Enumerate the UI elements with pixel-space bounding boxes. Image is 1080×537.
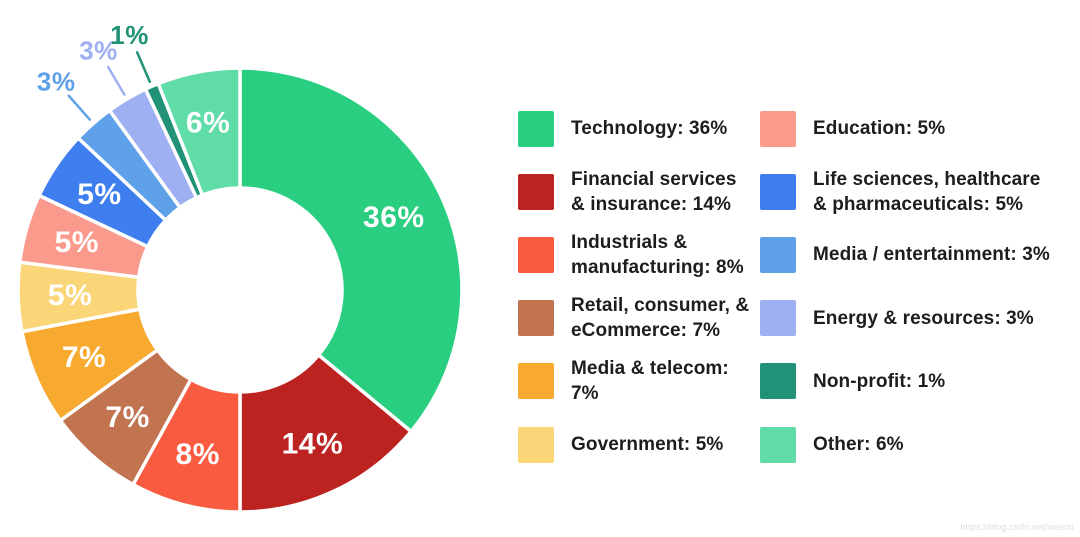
pie-slice-technology (238, 66, 464, 434)
legend-item-government: Government: 5% (518, 413, 760, 476)
legend-swatch-life-sciences-healthcare-pharmaceuticals (760, 173, 796, 210)
slice-label-media-entertainment: 3% (37, 67, 76, 97)
slice-label-industrials-manufacturing: 8% (176, 438, 220, 471)
legend-item-education: Education: 5% (760, 97, 1080, 160)
legend-item-other: Other: 6% (760, 413, 1080, 476)
pie-slice-financial-services-insurance (238, 353, 413, 514)
legend-swatch-energy-resources (760, 300, 796, 337)
watermark: https://blog.csdn.net/weixin (960, 522, 1074, 532)
slice-label-other: 6% (186, 107, 230, 140)
legend-label-non-profit: Non-profit: 1% (813, 370, 946, 392)
legend-swatch-retail-consumer-ecommerce (518, 300, 554, 337)
slice-leader-line-media-entertainment (67, 94, 92, 121)
legend-item-energy-resources: Energy & resources: 3% (760, 287, 1080, 350)
legend-label-other: Other: 6% (813, 434, 904, 456)
legend-item-industrials-manufacturing: Industrials & manufacturing: 8% (518, 223, 760, 286)
legend-label-government: Government: 5% (571, 434, 724, 456)
slice-label-retail-consumer-ecommerce: 7% (105, 401, 149, 434)
slice-label-financial-services-insurance: 14% (282, 427, 344, 460)
legend-swatch-education (760, 110, 796, 147)
legend-item-media-telecom: Media & telecom: 7% (518, 350, 760, 413)
legend-swatch-financial-services-insurance (518, 173, 554, 210)
slice-label-life-sciences-healthcare-pharmaceuticals: 5% (77, 178, 121, 211)
legend: Technology: 36% Financial services & insu… (518, 97, 1080, 476)
pie-slice-other (156, 66, 242, 197)
slice-label-technology: 36% (363, 201, 425, 234)
slice-leader-line-energy-resources (106, 65, 126, 96)
slice-label-media-telecom: 7% (62, 341, 106, 374)
legend-item-technology: Technology: 36% (518, 97, 760, 160)
legend-item-financial-services-insurance: Financial services & insurance: 14% (518, 160, 760, 223)
legend-swatch-non-profit (760, 363, 796, 400)
legend-label-retail-consumer-ecommerce: Retail, consumer, & eCommerce: 7% (571, 295, 750, 342)
slice-label-education: 5% (55, 226, 99, 259)
legend-swatch-industrials-manufacturing (518, 236, 554, 273)
legend-item-non-profit: Non-profit: 1% (760, 350, 1080, 413)
legend-label-life-sciences-healthcare-pharmaceuticals: Life sciences, healthcare & pharmaceutic… (813, 168, 1041, 215)
donut-chart-svg: 36%14%8%7%7%5%5%5%3%3%1%6% (16, 20, 464, 514)
slice-label-non-profit: 1% (110, 20, 149, 50)
legend-label-media-telecom: Media & telecom: 7% (571, 358, 729, 405)
legend-swatch-media-telecom (518, 363, 554, 400)
legend-label-industrials-manufacturing: Industrials & manufacturing: 8% (571, 231, 744, 278)
legend-item-life-sciences-healthcare-pharmaceuticals: Life sciences, healthcare & pharmaceutic… (760, 160, 1080, 223)
legend-swatch-technology (518, 110, 554, 147)
legend-label-financial-services-insurance: Financial services & insurance: 14% (571, 168, 737, 215)
legend-label-education: Education: 5% (813, 118, 946, 140)
slice-label-government: 5% (48, 279, 92, 312)
slice-label-energy-resources: 3% (79, 36, 118, 66)
legend-label-energy-resources: Energy & resources: 3% (813, 307, 1034, 329)
legend-item-media-entertainment: Media / entertainment: 3% (760, 223, 1080, 286)
legend-label-media-entertainment: Media / entertainment: 3% (813, 244, 1050, 266)
donut-chart: 36% 14% 8% 7% 7% 5% 5% 5% 3% 3% 1% 6% (0, 0, 500, 537)
legend-item-retail-consumer-ecommerce: Retail, consumer, & eCommerce: 7% (518, 287, 760, 350)
slice-leader-line-non-profit (135, 51, 152, 83)
legend-swatch-government (518, 426, 554, 463)
legend-swatch-media-entertainment (760, 236, 796, 273)
legend-label-technology: Technology: 36% (571, 118, 728, 140)
legend-swatch-other (760, 426, 796, 463)
